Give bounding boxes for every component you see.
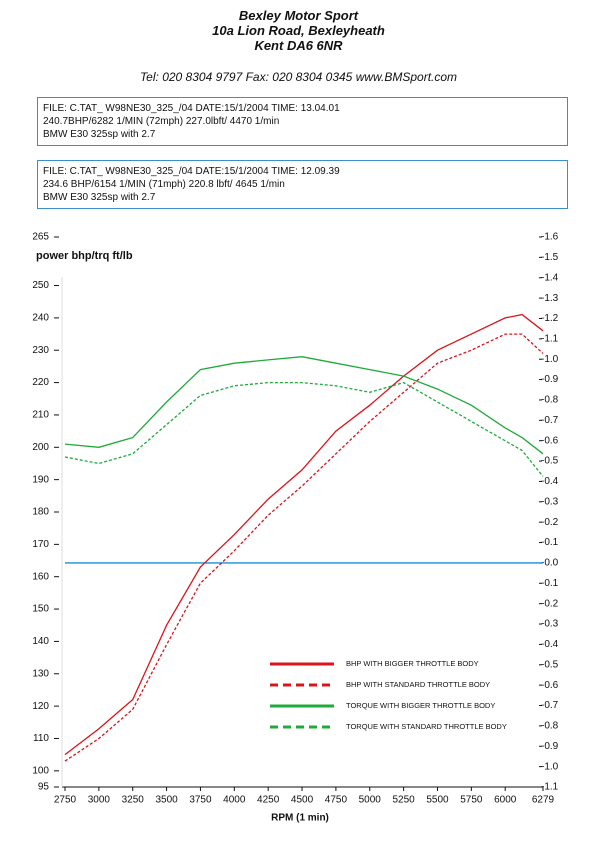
y2-tick-label: -0.8 — [541, 395, 559, 406]
y-axis-title: power bhp/trq ft/lb — [36, 250, 133, 262]
y-tick-label: 140 — [32, 636, 49, 647]
y-tick-label: 220 — [32, 377, 49, 388]
y2-tick-label: -0.4 — [541, 476, 559, 487]
x-tick-label: 5500 — [426, 795, 449, 806]
y2-tick-label: -0.5 — [541, 456, 559, 467]
x-tick-label: 5250 — [392, 795, 415, 806]
file-line: FILE: C.TAT_ W98NE30_325_/04 DATE:15/1/2… — [43, 166, 340, 177]
y2-tick-label: -1.0 — [541, 761, 559, 772]
y2-tick-label: -1.5 — [541, 252, 559, 263]
y2-tick-label: -1.0 — [541, 354, 559, 365]
y-tick-label: 240 — [32, 313, 49, 324]
legend-label: TORQUE WITH STANDARD THROTTLE BODY — [346, 722, 507, 731]
x-axis-title: RPM (1 min) — [271, 813, 329, 824]
y2-tick-label: -0.7 — [541, 415, 559, 426]
y2-tick-label: -1.6 — [541, 232, 559, 243]
file-line: FILE: C.TAT_ W98NE30_325_/04 DATE:15/1/2… — [43, 103, 340, 114]
y-tick-label: 265 — [32, 232, 49, 243]
x-tick-label: 6279 — [532, 795, 555, 806]
y2-tick-label: -1.2 — [541, 313, 559, 324]
legend-label: BHP WITH BIGGER THROTTLE BODY — [346, 659, 479, 668]
y2-tick-label: -0.0 — [541, 558, 559, 569]
y2-tick-label: -0.9 — [541, 741, 559, 752]
y-tick-label: 130 — [32, 668, 49, 679]
address: 10a Lion Road, Bexleyheath — [212, 23, 385, 38]
company: Bexley Motor Sport — [238, 8, 359, 23]
x-tick-label: 3750 — [189, 795, 212, 806]
y2-tick-label: -1.3 — [541, 293, 559, 304]
file-line: 240.7BHP/6282 1/MIN (72mph) 227.0lbft/ 4… — [43, 116, 280, 127]
x-tick-label: 4750 — [325, 795, 348, 806]
x-tick-label: 3000 — [88, 795, 111, 806]
y2-tick-label: -0.1 — [541, 578, 559, 589]
y2-tick-label: -0.1 — [541, 537, 559, 548]
file-line: BMW E30 325sp with 2.7 — [43, 129, 156, 140]
y-tick-label: 120 — [32, 701, 49, 712]
file-box: FILE: C.TAT_ W98NE30_325_/04 DATE:15/1/2… — [37, 97, 568, 146]
y2-tick-label: -1.1 — [541, 333, 559, 344]
legend-label: TORQUE WITH BIGGER THROTTLE BODY — [346, 701, 495, 710]
y-tick-label: 170 — [32, 539, 49, 550]
y-tick-label: 250 — [32, 280, 49, 291]
address: Kent DA6 6NR — [254, 38, 343, 53]
series-line — [64, 381, 544, 477]
y-tick-label: 95 — [38, 782, 50, 793]
y2-tick-label: -0.9 — [541, 374, 559, 385]
y2-tick-label: -0.6 — [541, 435, 559, 446]
x-tick-label: 4500 — [291, 795, 314, 806]
y2-tick-label: -0.2 — [541, 517, 559, 528]
series-line — [64, 333, 544, 762]
y2-tick-label: -0.7 — [541, 700, 559, 711]
y-tick-label: 230 — [32, 345, 49, 356]
x-tick-label: 5750 — [460, 795, 483, 806]
y-tick-label: 180 — [32, 507, 49, 518]
file-line: BMW E30 325sp with 2.7 — [43, 192, 156, 203]
y2-tick-label: -0.4 — [541, 639, 559, 650]
legend-label: BHP WITH STANDARD THROTTLE BODY — [346, 680, 490, 689]
y-tick-label: 200 — [32, 442, 49, 453]
x-tick-label: 4250 — [257, 795, 280, 806]
y2-tick-label: -0.6 — [541, 680, 559, 691]
y2-tick-label: -1.1 — [541, 782, 559, 793]
y-tick-label: 210 — [32, 410, 49, 421]
y2-tick-label: -0.2 — [541, 598, 559, 609]
y-tick-label: 160 — [32, 571, 49, 582]
x-tick-label: 3250 — [122, 795, 145, 806]
series-line — [64, 356, 544, 455]
y2-tick-label: -0.5 — [541, 659, 559, 670]
y-tick-label: 190 — [32, 474, 49, 485]
x-tick-label: 2750 — [54, 795, 77, 806]
series-line — [64, 313, 544, 756]
y2-tick-label: -0.3 — [541, 496, 559, 507]
contact: Tel: 020 8304 9797 Fax: 020 8304 0345 ww… — [139, 70, 458, 84]
file-line: 234.6 BHP/6154 1/MIN (71mph) 220.8 lbft/… — [43, 179, 285, 190]
y-tick-label: 100 — [32, 765, 49, 776]
x-tick-label: 3500 — [155, 795, 178, 806]
x-tick-label: 6000 — [494, 795, 517, 806]
y2-tick-label: -0.8 — [541, 721, 559, 732]
y-tick-label: 150 — [32, 604, 49, 615]
y-tick-label: 110 — [33, 733, 49, 744]
y2-tick-label: -0.3 — [541, 619, 559, 630]
x-tick-label: 5000 — [359, 795, 382, 806]
file-box: FILE: C.TAT_ W98NE30_325_/04 DATE:15/1/2… — [37, 160, 568, 209]
y2-tick-label: -1.4 — [541, 272, 559, 283]
x-tick-label: 4000 — [223, 795, 246, 806]
